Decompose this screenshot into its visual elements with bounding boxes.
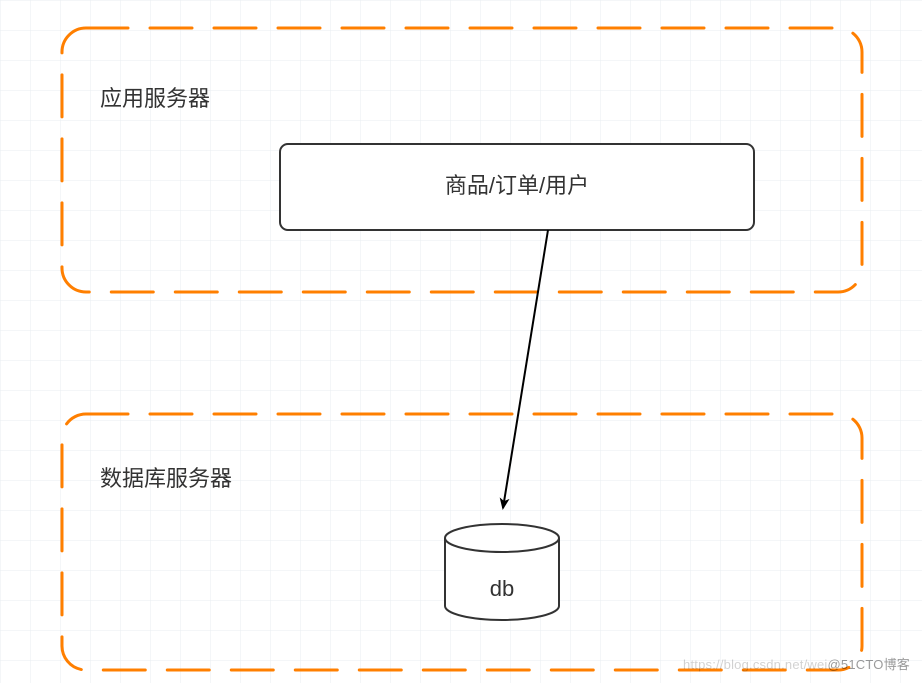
diagram-canvas: 应用服务器数据库服务器商品/订单/用户db https://blog.csdn.…	[0, 0, 922, 683]
db-cylinder-label: db	[490, 576, 514, 601]
db-server-group-label: 数据库服务器	[100, 466, 232, 491]
db-cylinder: db	[445, 524, 559, 620]
services-box-label: 商品/订单/用户	[445, 173, 589, 198]
diagram-svg: 应用服务器数据库服务器 商品/订单/用户 db	[0, 0, 922, 683]
app-server-group-label: 应用服务器	[100, 86, 210, 111]
